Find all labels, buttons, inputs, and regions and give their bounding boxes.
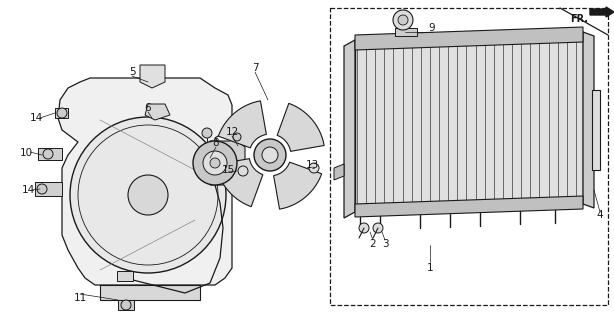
Circle shape bbox=[373, 223, 383, 233]
Circle shape bbox=[233, 133, 241, 141]
Text: FR.: FR. bbox=[570, 14, 588, 24]
Circle shape bbox=[121, 300, 131, 310]
Text: 14: 14 bbox=[21, 185, 34, 195]
Polygon shape bbox=[274, 162, 322, 209]
Text: 5: 5 bbox=[129, 67, 135, 77]
Text: 9: 9 bbox=[429, 23, 435, 33]
Bar bbox=[100, 285, 200, 300]
Text: 2: 2 bbox=[370, 239, 376, 249]
Text: 14: 14 bbox=[29, 113, 42, 123]
Text: 8: 8 bbox=[212, 138, 219, 148]
Polygon shape bbox=[35, 182, 62, 196]
Circle shape bbox=[398, 15, 408, 25]
Polygon shape bbox=[58, 78, 232, 285]
Text: 1: 1 bbox=[427, 263, 433, 273]
Text: 11: 11 bbox=[74, 293, 87, 303]
Circle shape bbox=[262, 147, 278, 163]
Text: 3: 3 bbox=[382, 239, 388, 249]
Text: 4: 4 bbox=[597, 210, 604, 220]
Text: 12: 12 bbox=[225, 127, 239, 137]
Text: 7: 7 bbox=[252, 63, 258, 73]
Polygon shape bbox=[38, 148, 62, 160]
Circle shape bbox=[309, 163, 319, 173]
Bar bbox=[395, 28, 417, 36]
Polygon shape bbox=[355, 196, 583, 217]
Text: 10: 10 bbox=[20, 148, 33, 158]
Polygon shape bbox=[344, 40, 355, 218]
Bar bbox=[118, 300, 134, 310]
Text: 6: 6 bbox=[145, 103, 151, 113]
Polygon shape bbox=[210, 133, 245, 185]
Polygon shape bbox=[219, 101, 266, 148]
Polygon shape bbox=[140, 65, 165, 88]
Circle shape bbox=[202, 128, 212, 138]
Circle shape bbox=[43, 149, 53, 159]
Circle shape bbox=[359, 223, 369, 233]
Polygon shape bbox=[55, 108, 68, 118]
Bar bbox=[592, 90, 600, 170]
Circle shape bbox=[128, 175, 168, 215]
Circle shape bbox=[193, 141, 237, 185]
Polygon shape bbox=[583, 32, 594, 208]
Polygon shape bbox=[334, 164, 344, 180]
Polygon shape bbox=[277, 103, 324, 151]
Circle shape bbox=[254, 139, 286, 171]
Text: 13: 13 bbox=[305, 160, 319, 170]
Circle shape bbox=[393, 10, 413, 30]
Polygon shape bbox=[355, 32, 583, 212]
Polygon shape bbox=[145, 104, 170, 120]
Circle shape bbox=[203, 151, 227, 175]
Circle shape bbox=[70, 117, 226, 273]
Circle shape bbox=[57, 108, 67, 118]
Polygon shape bbox=[355, 27, 583, 50]
Circle shape bbox=[210, 158, 220, 168]
Polygon shape bbox=[216, 159, 263, 207]
Bar bbox=[330, 8, 608, 305]
Text: 15: 15 bbox=[222, 165, 235, 175]
Circle shape bbox=[37, 184, 47, 194]
Bar bbox=[117, 271, 133, 281]
FancyArrow shape bbox=[590, 7, 614, 17]
Circle shape bbox=[238, 166, 248, 176]
